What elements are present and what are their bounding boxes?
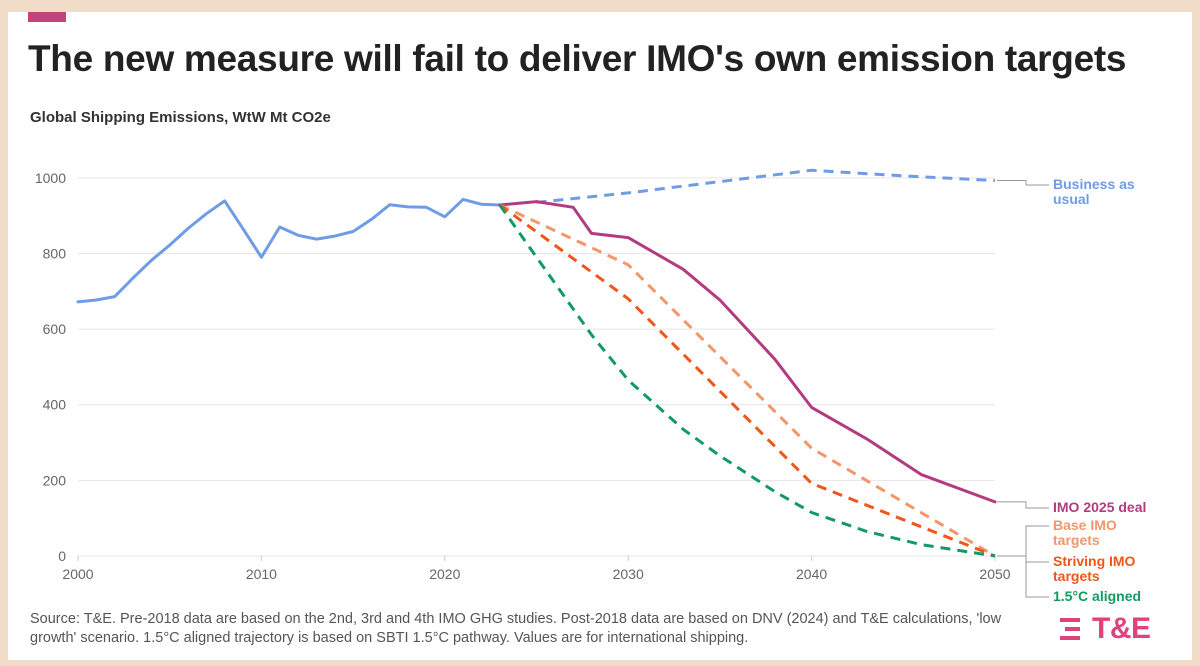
logo-mark-icon xyxy=(1060,618,1080,640)
x-tick-label: 2040 xyxy=(796,566,827,582)
leader-line xyxy=(997,555,1049,598)
leader-line xyxy=(997,501,1049,509)
y-tick-label: 0 xyxy=(58,548,66,564)
y-tick-label: 800 xyxy=(43,245,67,261)
chart-subtitle: Global Shipping Emissions, WtW Mt CO2e xyxy=(30,109,331,126)
y-tick-label: 400 xyxy=(43,397,67,413)
series-end-label: Base IMO targets xyxy=(1053,517,1117,548)
chart-title: The new measure will fail to deliver IMO… xyxy=(28,38,1127,79)
leader-line xyxy=(997,555,1049,563)
series-end-label: 1.5°C aligned xyxy=(1053,588,1141,604)
series-end-label: IMO 2025 deal xyxy=(1053,499,1146,515)
series-line-business-as-usual xyxy=(536,168,996,204)
y-tick-label: 1000 xyxy=(35,170,66,186)
emissions-chart: 0 200 400 600 800 1000 2000 2010 2020 2030 2040 205… xyxy=(35,168,1146,604)
te-logo: T&E xyxy=(1060,612,1151,646)
x-tick-label: 2020 xyxy=(429,566,460,582)
accent-bar xyxy=(28,12,66,22)
series-line-striving-imo-targets xyxy=(498,203,996,558)
series-end-label: Striving IMO targets xyxy=(1053,553,1136,584)
x-tick-label: 2000 xyxy=(62,566,93,582)
x-tick-label: 2010 xyxy=(246,566,277,582)
source-note: Source: T&E. Pre-2018 data are based on … xyxy=(30,611,1002,646)
series-end-label: Business as usual xyxy=(1053,176,1135,207)
logo-text: T&E xyxy=(1092,612,1151,645)
x-tick-label: 2030 xyxy=(613,566,644,582)
x-tick-label: 2050 xyxy=(979,566,1010,582)
series-line-1-5-c-aligned xyxy=(498,204,996,558)
y-tick-label: 200 xyxy=(43,472,67,488)
leader-line xyxy=(997,525,1049,557)
chart-card: The new measure will fail to deliver IMO… xyxy=(8,12,1192,660)
series-line-historical xyxy=(76,197,502,304)
series-line-base-imo-targets xyxy=(499,203,996,558)
leader-line xyxy=(997,179,1049,186)
series-line-imo-2025-deal xyxy=(498,200,997,504)
y-tick-label: 600 xyxy=(43,321,67,337)
